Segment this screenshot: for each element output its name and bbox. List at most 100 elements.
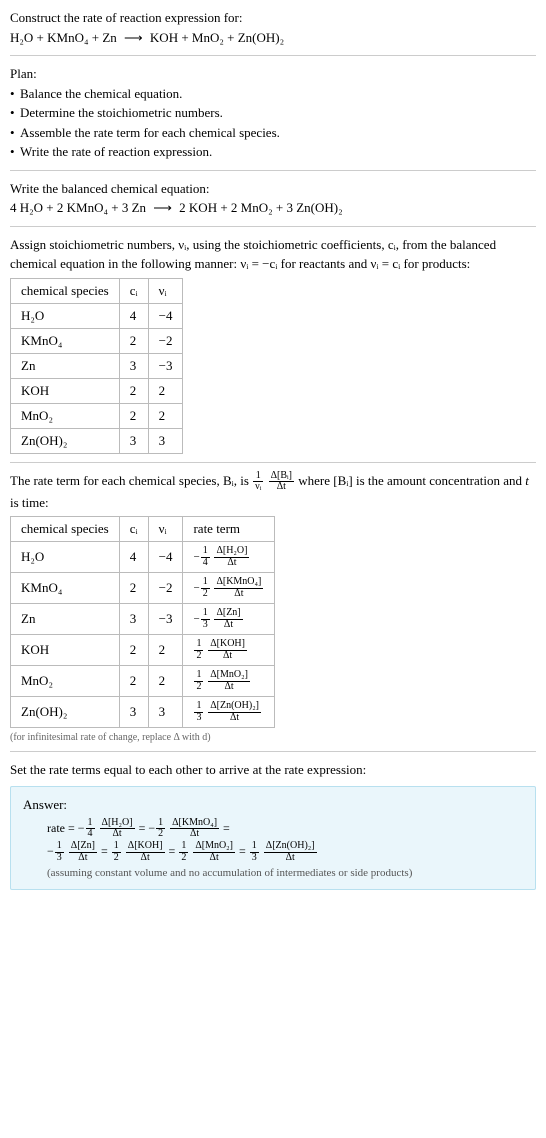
- rate-term-cell: −12 Δ[KMnO₄]Δt: [183, 573, 275, 604]
- table-header: νᵢ: [148, 517, 183, 542]
- rate-intro-c: is time:: [10, 495, 49, 510]
- rate-intro-b: where [Bᵢ] is the amount concentration a…: [298, 473, 525, 488]
- bullet-icon: •: [10, 123, 20, 143]
- table-cell: H₂O: [11, 542, 120, 573]
- table-cell: 3: [119, 353, 148, 378]
- eq-rhs: KOH + MnO₂ + Zn(OH)₂: [150, 30, 284, 45]
- table-cell: Zn: [11, 353, 120, 378]
- balanced-lhs: 4 H₂O + 2 KMnO₄ + 3 Zn: [10, 200, 146, 215]
- table-cell: Zn(OH)₂: [11, 697, 120, 728]
- rate-intro: The rate term for each chemical species,…: [10, 471, 536, 513]
- table-header: chemical species: [11, 278, 120, 303]
- balanced-title: Write the balanced chemical equation:: [10, 179, 536, 199]
- table-row: KOH22: [11, 378, 183, 403]
- table-cell: 3: [119, 697, 148, 728]
- table-cell: KOH: [11, 635, 120, 666]
- header-section: Construct the rate of reaction expressio…: [10, 8, 536, 47]
- bullet-icon: •: [10, 84, 20, 104]
- table-row: H₂O4−4: [11, 303, 183, 328]
- eq-lhs: H₂O + KMnO₄ + Zn: [10, 30, 117, 45]
- answer-note: (assuming constant volume and no accumul…: [47, 867, 523, 879]
- plan-item-text: Assemble the rate term for each chemical…: [20, 123, 280, 143]
- table-cell: −2: [148, 328, 183, 353]
- plan-item-text: Balance the chemical equation.: [20, 84, 182, 104]
- table-cell: 2: [119, 666, 148, 697]
- table-cell: 2: [148, 378, 183, 403]
- table-row: Zn(OH)₂3313 Δ[Zn(OH)₂]Δt: [11, 697, 275, 728]
- answer-label: Answer:: [23, 797, 523, 813]
- delta-frac: Δ[Bᵢ] Δt: [269, 471, 294, 493]
- table-header: cᵢ: [119, 278, 148, 303]
- bullet-icon: •: [10, 142, 20, 162]
- table-cell: 2: [119, 378, 148, 403]
- frac-den: νᵢ: [253, 482, 263, 493]
- table-row: KMnO₄2−2: [11, 328, 183, 353]
- table-row: KOH2212 Δ[KOH]Δt: [11, 635, 275, 666]
- answer-box: Answer: rate = −14 Δ[H₂O]Δt = −12 Δ[KMnO…: [10, 786, 536, 891]
- table-cell: Zn: [11, 604, 120, 635]
- infinitesimal-note: (for infinitesimal rate of change, repla…: [10, 732, 536, 743]
- rate-section: The rate term for each chemical species,…: [10, 471, 536, 744]
- table-cell: −3: [148, 604, 183, 635]
- rate-term-cell: 12 Δ[MnO₂]Δt: [183, 666, 275, 697]
- table-cell: −2: [148, 573, 183, 604]
- rate-expression: rate = −14 Δ[H₂O]Δt = −12 Δ[KMnO₄]Δt =−1…: [47, 817, 523, 864]
- table-cell: 3: [148, 697, 183, 728]
- table-cell: 2: [119, 328, 148, 353]
- table-row: KMnO₄2−2−12 Δ[KMnO₄]Δt: [11, 573, 275, 604]
- rate-term-cell: 12 Δ[KOH]Δt: [183, 635, 275, 666]
- table-cell: KOH: [11, 378, 120, 403]
- divider: [10, 462, 536, 463]
- table-cell: MnO₂: [11, 666, 120, 697]
- divider: [10, 170, 536, 171]
- table-cell: H₂O: [11, 303, 120, 328]
- stoich-table: chemical speciescᵢνᵢH₂O4−4KMnO₄2−2Zn3−3K…: [10, 278, 183, 454]
- plan-item: •Write the rate of reaction expression.: [10, 142, 536, 162]
- balanced-section: Write the balanced chemical equation: 4 …: [10, 179, 536, 218]
- header-equation: H₂O + KMnO₄ + Zn ⟶ KOH + MnO₂ + Zn(OH)₂: [10, 28, 536, 48]
- table-row: MnO₂22: [11, 403, 183, 428]
- rate-term-cell: 13 Δ[Zn(OH)₂]Δt: [183, 697, 275, 728]
- table-header: cᵢ: [119, 517, 148, 542]
- table-cell: −4: [148, 542, 183, 573]
- plan-title: Plan:: [10, 64, 536, 84]
- stoich-section: Assign stoichiometric numbers, νᵢ, using…: [10, 235, 536, 454]
- plan-item-text: Write the rate of reaction expression.: [20, 142, 212, 162]
- plan-section: Plan: •Balance the chemical equation.•De…: [10, 64, 536, 162]
- frac-den: Δt: [269, 482, 294, 493]
- rate-term-cell: −14 Δ[H₂O]Δt: [183, 542, 275, 573]
- coef-frac: 1 νᵢ: [253, 471, 263, 493]
- table-header: νᵢ: [148, 278, 183, 303]
- arrow-icon: ⟶: [124, 28, 143, 48]
- table-cell: 4: [119, 303, 148, 328]
- table-header: rate term: [183, 517, 275, 542]
- table-cell: 3: [119, 604, 148, 635]
- table-cell: 3: [148, 428, 183, 453]
- table-row: MnO₂2212 Δ[MnO₂]Δt: [11, 666, 275, 697]
- table-cell: −3: [148, 353, 183, 378]
- divider: [10, 55, 536, 56]
- table-cell: 2: [119, 635, 148, 666]
- table-cell: 2: [148, 403, 183, 428]
- plan-item-text: Determine the stoichiometric numbers.: [20, 103, 223, 123]
- table-cell: 2: [119, 403, 148, 428]
- balanced-equation: 4 H₂O + 2 KMnO₄ + 3 Zn ⟶ 2 KOH + 2 MnO₂ …: [10, 198, 536, 218]
- table-cell: 4: [119, 542, 148, 573]
- plan-item: •Balance the chemical equation.: [10, 84, 536, 104]
- table-row: Zn3−3: [11, 353, 183, 378]
- plan-item: •Determine the stoichiometric numbers.: [10, 103, 536, 123]
- rate-table: chemical speciescᵢνᵢrate termH₂O4−4−14 Δ…: [10, 516, 275, 728]
- bullet-icon: •: [10, 103, 20, 123]
- divider: [10, 751, 536, 752]
- balanced-rhs: 2 KOH + 2 MnO₂ + 3 Zn(OH)₂: [179, 200, 342, 215]
- table-cell: MnO₂: [11, 403, 120, 428]
- table-row: H₂O4−4−14 Δ[H₂O]Δt: [11, 542, 275, 573]
- table-cell: KMnO₄: [11, 328, 120, 353]
- table-cell: 2: [119, 573, 148, 604]
- set-equal-section: Set the rate terms equal to each other t…: [10, 760, 536, 780]
- time-var: t: [525, 473, 529, 488]
- table-header: chemical species: [11, 517, 120, 542]
- table-cell: KMnO₄: [11, 573, 120, 604]
- table-cell: 2: [148, 666, 183, 697]
- table-row: Zn(OH)₂33: [11, 428, 183, 453]
